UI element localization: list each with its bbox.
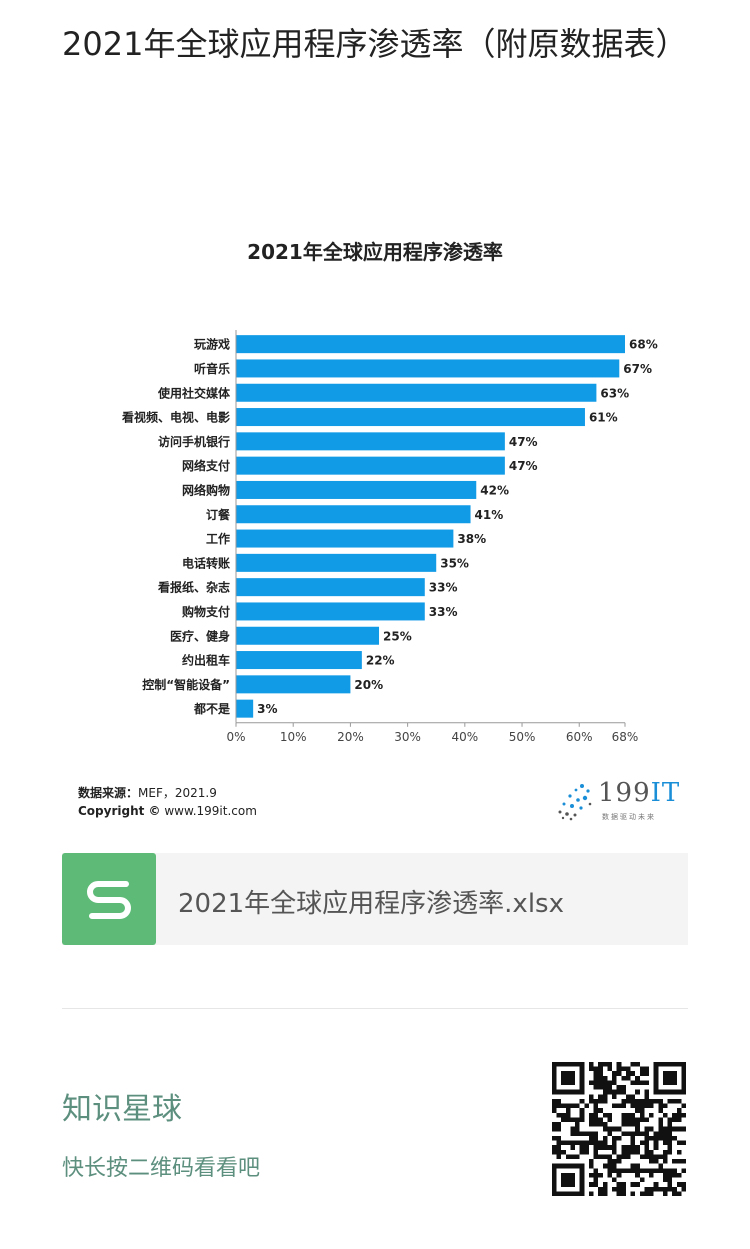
- qr-code-icon[interactable]: [552, 1062, 686, 1196]
- data-label: 61%: [589, 411, 618, 425]
- bar: [236, 578, 425, 597]
- bar: [236, 529, 454, 548]
- x-tick-label: 20%: [337, 730, 364, 744]
- data-label: 33%: [429, 605, 458, 619]
- category-label: 玩游戏: [194, 337, 230, 352]
- x-tick-label: 40%: [451, 730, 478, 744]
- file-name: 2021年全球应用程序渗透率.xlsx: [178, 889, 564, 919]
- divider: [62, 1008, 688, 1009]
- copyright-label: Copyright ©: [78, 804, 161, 818]
- data-label: 35%: [440, 556, 469, 570]
- bar: [236, 553, 437, 572]
- category-label: 工作: [206, 531, 230, 546]
- category-label: 看视频、电视、电影: [122, 410, 230, 425]
- spreadsheet-s-icon: [62, 853, 156, 945]
- x-tick-label: 0%: [226, 730, 245, 744]
- bar: [236, 456, 505, 475]
- data-label: 63%: [600, 386, 629, 400]
- x-tick-label: 60%: [566, 730, 593, 744]
- data-label: 33%: [429, 581, 458, 595]
- knowledge-planet-subtitle: 快长按二维码看看吧: [62, 1156, 261, 1181]
- bar: [236, 383, 597, 402]
- category-label: 医疗、健身: [170, 628, 230, 643]
- data-label: 42%: [480, 483, 509, 497]
- data-label: 67%: [623, 362, 652, 376]
- article-title: 2021年全球应用程序渗透率（附原数据表）: [62, 25, 688, 63]
- x-tick-label: 10%: [280, 730, 307, 744]
- copyright-text: www.199it.com: [160, 804, 257, 818]
- bar: [236, 505, 471, 524]
- category-label: 使用社交媒体: [157, 385, 231, 400]
- x-tick-label: 68%: [612, 730, 639, 744]
- chart-source: 数据来源：MEF，2021.9 Copyright © www.199it.co…: [78, 784, 257, 820]
- data-label: 3%: [257, 702, 277, 716]
- category-label: 订餐: [206, 507, 231, 522]
- bar: [236, 626, 380, 645]
- source-label: 数据来源：: [78, 786, 139, 800]
- 199it-logo: 199IT 数据驱动未来: [552, 776, 682, 826]
- category-label: 网络购物: [182, 482, 230, 497]
- bar: [236, 651, 362, 670]
- category-label: 网络支付: [182, 458, 230, 473]
- data-label: 20%: [354, 678, 383, 692]
- attachment-file-card[interactable]: 2021年全球应用程序渗透率.xlsx: [62, 853, 688, 945]
- x-tick-label: 30%: [394, 730, 421, 744]
- bar: [236, 602, 425, 621]
- logo-tagline: 数据驱动未来: [602, 813, 656, 821]
- x-tick-label: 50%: [509, 730, 536, 744]
- bar: [236, 480, 477, 499]
- chart-title: 2021年全球应用程序渗透率: [247, 240, 503, 264]
- data-label: 68%: [629, 338, 658, 352]
- data-label: 22%: [366, 654, 395, 668]
- bar: [236, 675, 351, 694]
- data-label: 47%: [509, 459, 538, 473]
- chart-image: 玩游戏 68% 听音乐 67% 使用社交媒体 63% 看视频、电视、电影 61% 访问手机银行 4…: [62, 218, 688, 838]
- category-label: 访问手机银行: [158, 434, 230, 449]
- bar: [236, 699, 254, 718]
- bar-chart: 玩游戏 68% 听音乐 67% 使用社交媒体 63% 看视频、电视、电影 61% 访问手机银行 4…: [122, 330, 658, 744]
- category-label: 电话转账: [182, 555, 230, 570]
- bar: [236, 359, 620, 378]
- data-label: 47%: [509, 435, 538, 449]
- knowledge-planet-title: 知识星球: [62, 1092, 182, 1127]
- data-label: 38%: [457, 532, 486, 546]
- logo-wordmark: 199IT: [598, 778, 681, 808]
- source-text: MEF，2021.9: [138, 786, 217, 800]
- category-label: 控制“智能设备”: [142, 677, 230, 692]
- data-label: 41%: [475, 508, 504, 522]
- category-label: 购物支付: [182, 604, 230, 619]
- bar: [236, 408, 585, 427]
- data-label: 25%: [383, 629, 412, 643]
- category-label: 约出租车: [182, 653, 230, 668]
- bar: [236, 432, 505, 451]
- category-label: 听音乐: [194, 361, 230, 376]
- logo-dots-icon: [558, 784, 592, 821]
- bar: [236, 335, 625, 354]
- category-label: 都不是: [193, 701, 231, 716]
- category-label: 看报纸、杂志: [158, 580, 230, 595]
